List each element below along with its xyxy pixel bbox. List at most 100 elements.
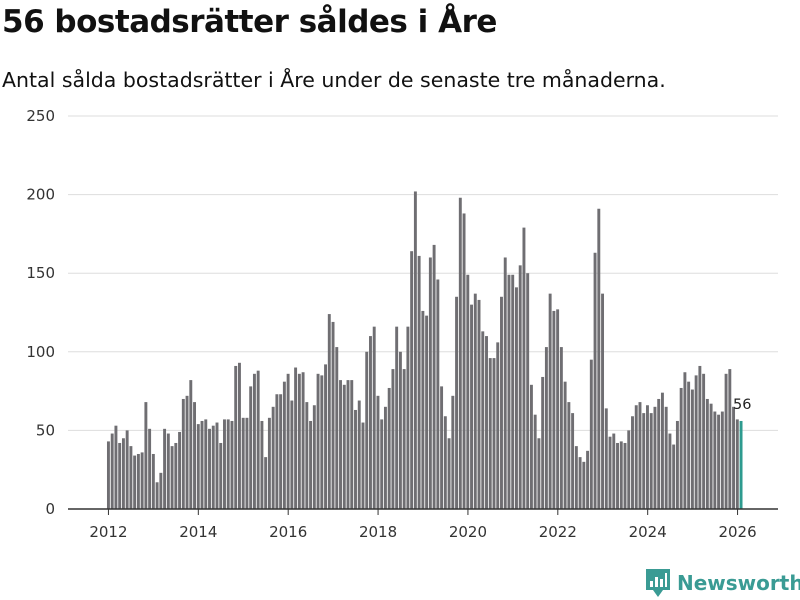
bar [133,455,137,509]
bar [398,351,402,509]
bar [668,433,672,509]
bar [428,257,432,509]
bar [705,398,709,509]
bar [563,381,567,509]
bar [159,472,163,509]
bar [589,359,593,509]
chart-title: 56 bostadsrätter såldes i Åre [2,4,497,40]
bar [305,402,309,509]
bar [455,296,459,509]
bar [623,442,627,509]
bar [223,419,226,509]
bar [136,453,140,509]
bar [732,406,736,509]
latest-value-label: 56 [733,397,751,413]
bar [567,402,571,509]
bar [196,424,200,509]
bar [391,369,395,509]
bar [526,273,530,509]
bar [369,336,372,509]
bar [586,450,590,509]
x-tick-label-2020: 2020 [449,523,487,541]
bar [327,314,331,509]
bar [174,442,178,509]
bar [653,406,657,509]
bar [324,364,328,509]
bar [151,453,155,509]
bar [522,227,526,510]
bar [470,304,473,509]
bar [571,413,575,509]
bar [511,274,515,509]
bar [713,411,717,509]
bar [294,367,298,509]
bar [709,403,713,509]
bar [500,296,503,509]
bar [155,482,159,509]
bar [383,406,387,509]
x-tick-label-2022: 2022 [539,523,577,541]
bar [264,457,268,509]
bar [578,457,582,509]
bar [485,336,488,509]
bar [271,406,275,509]
x-tick-label-2018: 2018 [359,523,397,541]
brand-name: Newsworthy [677,571,800,595]
bar [518,265,522,509]
y-tick-label-150: 150 [26,264,55,282]
bar [279,394,283,509]
bar [717,414,721,509]
bar [597,208,601,509]
bar [339,380,342,509]
newsworthy-logo[interactable]: Newsworthy [645,568,800,598]
bar [559,347,563,509]
bar [387,387,391,509]
bar [679,387,683,509]
bar [282,381,286,509]
y-tick-label-50: 50 [36,421,55,439]
bar [672,444,676,509]
bar [604,408,608,509]
bar [529,384,533,509]
bar [582,461,586,509]
bar [204,419,208,509]
bar [410,251,414,509]
bar [208,428,211,509]
bar [432,244,436,509]
bar [125,430,129,509]
bar [342,384,346,509]
bar [631,416,634,509]
x-tick-label-2026: 2026 [718,523,756,541]
bar [226,419,230,509]
bar [320,375,324,509]
bar [121,438,125,509]
bar [574,446,578,509]
bar [720,411,724,509]
bar [140,452,144,509]
bar [616,442,619,509]
bar [170,446,174,509]
bar [443,416,447,509]
bar [286,373,290,509]
bar [241,417,245,509]
bar [252,373,256,509]
bar [466,274,470,509]
bar [687,381,691,509]
bar [106,441,110,509]
chart-subtitle: Antal sålda bostadsrätter i Åre under de… [2,68,666,92]
bar [335,347,339,509]
bar [619,441,623,509]
bar [417,255,421,509]
bar [312,405,316,509]
bar [144,402,148,509]
bar [110,433,114,509]
y-tick-label-100: 100 [26,343,55,361]
bar [642,413,646,509]
bar [238,362,241,509]
bar [114,425,118,509]
bar [657,398,661,509]
bar [297,373,301,509]
bar [702,373,706,509]
bar [163,428,167,509]
bar [541,376,545,509]
